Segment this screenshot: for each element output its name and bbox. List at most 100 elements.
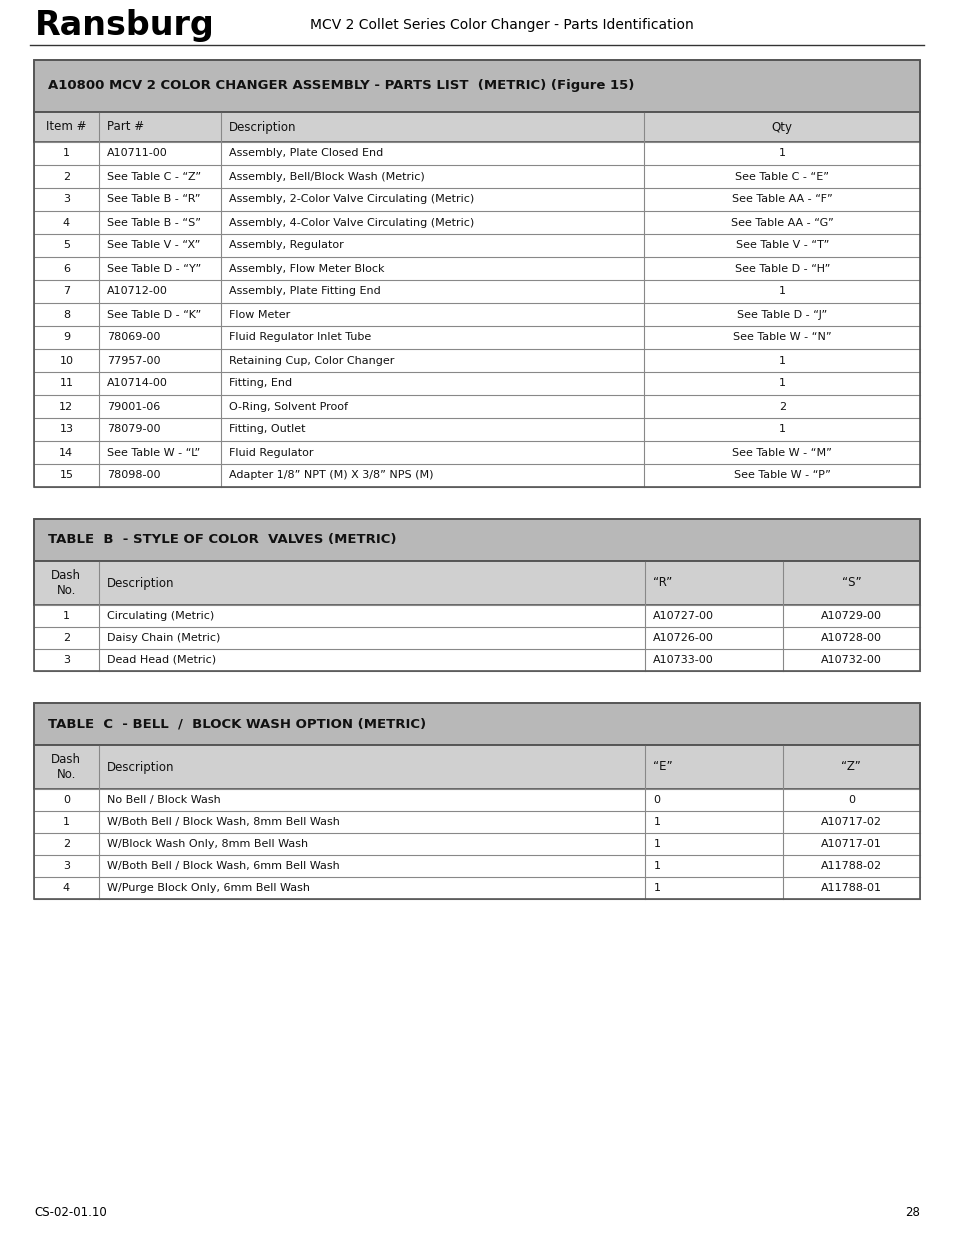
Text: See Table V - “T”: See Table V - “T” <box>735 241 828 251</box>
Text: See Table D - “H”: See Table D - “H” <box>734 263 829 273</box>
Text: A11788-02: A11788-02 <box>820 861 881 871</box>
Text: Assembly, Bell/Block Wash (Metric): Assembly, Bell/Block Wash (Metric) <box>229 172 424 182</box>
Text: 1: 1 <box>778 287 785 296</box>
Bar <box>34 519 919 561</box>
Text: Flow Meter: Flow Meter <box>229 310 290 320</box>
Text: 4: 4 <box>63 883 70 893</box>
Bar <box>34 326 919 350</box>
Text: 14: 14 <box>59 447 73 457</box>
Text: A10729-00: A10729-00 <box>820 611 881 621</box>
Text: Assembly, Plate Fitting End: Assembly, Plate Fitting End <box>229 287 380 296</box>
Text: 0: 0 <box>847 795 854 805</box>
Text: 1: 1 <box>653 839 659 848</box>
Text: A11788-01: A11788-01 <box>820 883 881 893</box>
Text: 6: 6 <box>63 263 70 273</box>
Bar <box>34 703 919 745</box>
Text: See Table W - “L”: See Table W - “L” <box>107 447 200 457</box>
Text: Fitting, End: Fitting, End <box>229 378 292 389</box>
Text: 78098-00: 78098-00 <box>107 471 160 480</box>
Text: 1: 1 <box>653 883 659 893</box>
Bar <box>34 855 919 877</box>
Text: See Table C - “E”: See Table C - “E” <box>735 172 828 182</box>
Text: Fitting, Outlet: Fitting, Outlet <box>229 425 305 435</box>
Text: See Table W - “M”: See Table W - “M” <box>732 447 831 457</box>
Bar <box>34 877 919 899</box>
Bar <box>34 789 919 811</box>
Bar <box>34 811 919 832</box>
Text: Dash: Dash <box>51 752 81 766</box>
Text: 11: 11 <box>59 378 73 389</box>
Text: “S”: “S” <box>841 577 861 589</box>
Text: See Table D - “K”: See Table D - “K” <box>107 310 201 320</box>
Text: 1: 1 <box>63 611 70 621</box>
Text: Description: Description <box>107 761 174 773</box>
Text: “R”: “R” <box>653 577 672 589</box>
Text: “Z”: “Z” <box>841 761 861 773</box>
Text: 5: 5 <box>63 241 70 251</box>
Text: 13: 13 <box>59 425 73 435</box>
Bar <box>34 211 919 233</box>
Bar <box>34 280 919 303</box>
Text: A10733-00: A10733-00 <box>653 655 714 664</box>
Text: 1: 1 <box>653 818 659 827</box>
Text: 15: 15 <box>59 471 73 480</box>
Bar <box>34 745 919 789</box>
Text: 1: 1 <box>778 356 785 366</box>
Text: Part #: Part # <box>107 121 144 133</box>
Bar <box>34 441 919 464</box>
Text: 2: 2 <box>63 634 70 643</box>
Text: Item #: Item # <box>46 121 87 133</box>
Text: Description: Description <box>107 577 174 589</box>
Text: Fluid Regulator: Fluid Regulator <box>229 447 314 457</box>
Text: See Table B - “R”: See Table B - “R” <box>107 194 200 205</box>
Text: A10712-00: A10712-00 <box>107 287 168 296</box>
Bar <box>34 417 919 441</box>
Text: See Table W - “N”: See Table W - “N” <box>732 332 831 342</box>
Text: A10726-00: A10726-00 <box>653 634 714 643</box>
Text: No Bell / Block Wash: No Bell / Block Wash <box>107 795 220 805</box>
Text: 4: 4 <box>63 217 70 227</box>
Text: No.: No. <box>56 768 76 782</box>
Bar <box>34 188 919 211</box>
Bar <box>34 650 919 671</box>
Text: 1: 1 <box>778 378 785 389</box>
Text: Assembly, 2-Color Valve Circulating (Metric): Assembly, 2-Color Valve Circulating (Met… <box>229 194 474 205</box>
Text: 3: 3 <box>63 861 70 871</box>
Text: Dash: Dash <box>51 568 81 582</box>
Text: A10717-02: A10717-02 <box>820 818 881 827</box>
Text: A10714-00: A10714-00 <box>107 378 168 389</box>
Text: 12: 12 <box>59 401 73 411</box>
Text: 10: 10 <box>59 356 73 366</box>
Bar <box>34 519 919 671</box>
Text: 2: 2 <box>778 401 785 411</box>
Text: See Table V - “X”: See Table V - “X” <box>107 241 200 251</box>
Text: 77957-00: 77957-00 <box>107 356 160 366</box>
Text: A10727-00: A10727-00 <box>653 611 714 621</box>
Text: “E”: “E” <box>653 761 672 773</box>
Bar <box>34 703 919 899</box>
Bar <box>34 561 919 605</box>
Text: A10711-00: A10711-00 <box>107 148 168 158</box>
Text: Description: Description <box>229 121 296 133</box>
Text: Assembly, Regulator: Assembly, Regulator <box>229 241 343 251</box>
Text: O-Ring, Solvent Proof: O-Ring, Solvent Proof <box>229 401 348 411</box>
Text: Fluid Regulator Inlet Tube: Fluid Regulator Inlet Tube <box>229 332 371 342</box>
Text: 1: 1 <box>778 148 785 158</box>
Text: 78069-00: 78069-00 <box>107 332 160 342</box>
Text: A10728-00: A10728-00 <box>820 634 881 643</box>
Text: Adapter 1/8” NPT (M) X 3/8” NPS (M): Adapter 1/8” NPT (M) X 3/8” NPS (M) <box>229 471 433 480</box>
Text: 78079-00: 78079-00 <box>107 425 160 435</box>
Text: See Table B - “S”: See Table B - “S” <box>107 217 200 227</box>
Text: 1: 1 <box>63 148 70 158</box>
Text: See Table D - “J”: See Table D - “J” <box>737 310 826 320</box>
Text: Assembly, Plate Closed End: Assembly, Plate Closed End <box>229 148 383 158</box>
Bar <box>34 350 919 372</box>
Text: A10732-00: A10732-00 <box>820 655 881 664</box>
Text: 2: 2 <box>63 839 70 848</box>
Text: Assembly, Flow Meter Block: Assembly, Flow Meter Block <box>229 263 384 273</box>
Bar <box>34 303 919 326</box>
Text: 28: 28 <box>904 1207 919 1219</box>
Bar <box>34 142 919 165</box>
Text: Qty: Qty <box>771 121 792 133</box>
Text: TABLE  C  - BELL  /  BLOCK WASH OPTION (METRIC): TABLE C - BELL / BLOCK WASH OPTION (METR… <box>48 718 426 730</box>
